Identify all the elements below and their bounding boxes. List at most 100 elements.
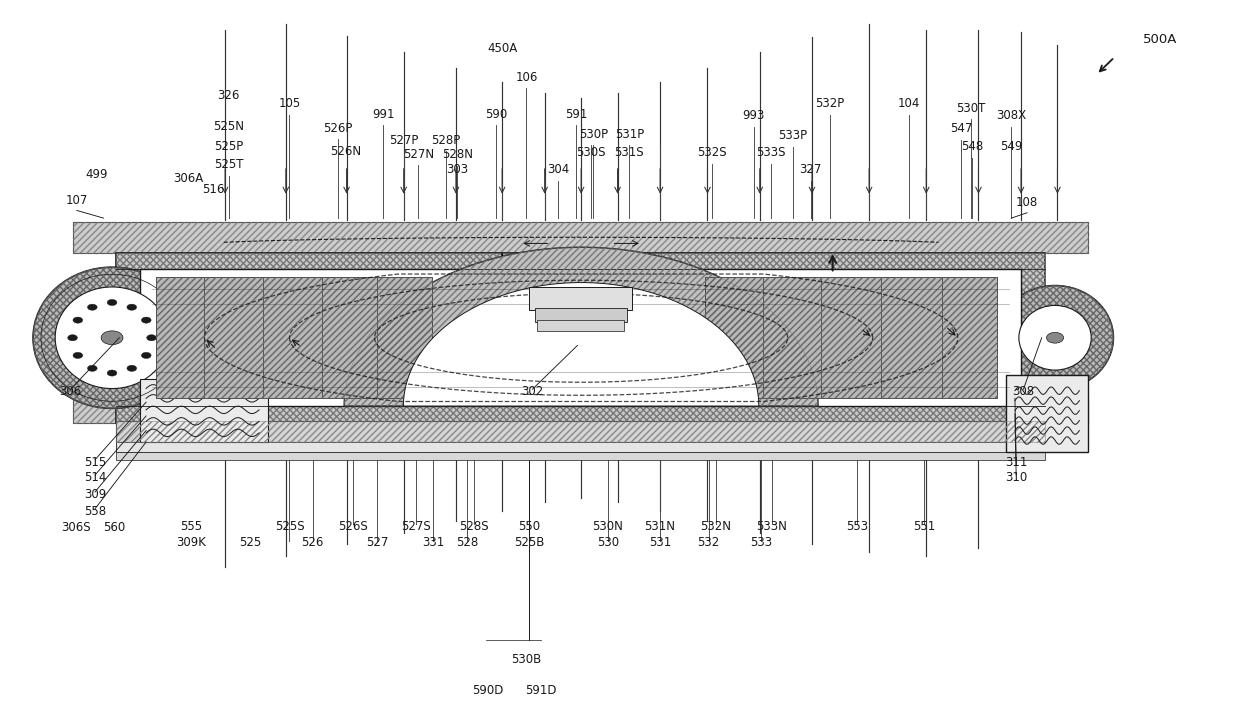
Circle shape xyxy=(88,304,97,310)
Polygon shape xyxy=(942,277,997,398)
Circle shape xyxy=(102,331,123,345)
Text: 526N: 526N xyxy=(330,145,361,158)
Circle shape xyxy=(88,365,97,372)
Polygon shape xyxy=(821,277,882,398)
Ellipse shape xyxy=(1019,305,1091,370)
Text: 549: 549 xyxy=(1001,140,1023,153)
Text: 310: 310 xyxy=(1006,471,1027,485)
Text: 526P: 526P xyxy=(324,122,352,135)
Text: 528P: 528P xyxy=(432,134,461,147)
Text: 106: 106 xyxy=(516,71,538,84)
Text: 532S: 532S xyxy=(698,146,727,159)
Polygon shape xyxy=(345,247,818,406)
Text: 548: 548 xyxy=(961,140,983,153)
Circle shape xyxy=(146,335,156,341)
Polygon shape xyxy=(140,379,268,442)
Text: 306A: 306A xyxy=(174,172,203,185)
Text: 515: 515 xyxy=(84,456,107,469)
Text: 327: 327 xyxy=(800,163,822,176)
Circle shape xyxy=(73,352,83,359)
Text: 526S: 526S xyxy=(337,520,367,533)
Polygon shape xyxy=(115,452,1045,459)
Polygon shape xyxy=(706,277,764,398)
Polygon shape xyxy=(156,277,205,398)
Ellipse shape xyxy=(55,287,169,389)
Polygon shape xyxy=(115,253,1045,423)
Text: 309: 309 xyxy=(84,488,107,501)
Text: 107: 107 xyxy=(66,194,88,207)
Polygon shape xyxy=(73,398,1087,423)
Text: 993: 993 xyxy=(743,109,765,122)
Text: 528N: 528N xyxy=(441,148,472,161)
Text: 553: 553 xyxy=(846,520,868,533)
Text: 527P: 527P xyxy=(389,134,418,147)
Polygon shape xyxy=(205,277,263,398)
Text: 533N: 533N xyxy=(756,520,787,533)
Text: 516: 516 xyxy=(202,183,224,196)
Text: 514: 514 xyxy=(84,471,107,485)
Circle shape xyxy=(107,300,117,305)
Text: 331: 331 xyxy=(422,536,444,549)
Text: 306: 306 xyxy=(60,385,82,398)
Circle shape xyxy=(126,365,136,372)
Text: 560: 560 xyxy=(103,521,125,534)
Text: 527S: 527S xyxy=(401,520,430,533)
Text: 531P: 531P xyxy=(615,127,645,140)
Text: 533S: 533S xyxy=(756,146,785,159)
Text: 499: 499 xyxy=(86,168,108,181)
Text: 304: 304 xyxy=(547,163,569,176)
Text: 306S: 306S xyxy=(61,521,91,534)
Text: 533: 533 xyxy=(750,536,773,549)
Polygon shape xyxy=(403,282,759,406)
Text: 308: 308 xyxy=(1012,385,1034,398)
Ellipse shape xyxy=(997,286,1114,390)
Text: 531S: 531S xyxy=(614,146,644,159)
Polygon shape xyxy=(140,269,1021,406)
Text: 450A: 450A xyxy=(487,42,517,55)
Text: 500A: 500A xyxy=(1142,32,1177,45)
Text: 530S: 530S xyxy=(577,146,605,159)
Text: 525S: 525S xyxy=(274,520,304,533)
Text: 590: 590 xyxy=(485,108,507,121)
Text: 311: 311 xyxy=(1004,456,1028,469)
Text: 309K: 309K xyxy=(176,536,206,549)
Text: 590D: 590D xyxy=(472,684,503,697)
Text: 528: 528 xyxy=(456,536,477,549)
Text: 526: 526 xyxy=(301,536,324,549)
Ellipse shape xyxy=(33,267,191,408)
Text: 991: 991 xyxy=(372,108,394,121)
Text: 547: 547 xyxy=(950,122,972,135)
Text: 532: 532 xyxy=(698,536,720,549)
Text: 525: 525 xyxy=(239,536,262,549)
Text: 591: 591 xyxy=(565,108,588,121)
Text: 550: 550 xyxy=(518,520,539,533)
Text: 532N: 532N xyxy=(701,520,732,533)
Text: 530: 530 xyxy=(596,536,619,549)
Polygon shape xyxy=(764,277,821,398)
Text: 530B: 530B xyxy=(511,653,542,666)
Text: 558: 558 xyxy=(84,505,107,518)
Text: 302: 302 xyxy=(521,385,543,398)
Circle shape xyxy=(141,352,151,359)
Polygon shape xyxy=(263,277,322,398)
Text: 530N: 530N xyxy=(593,520,624,533)
Text: 530P: 530P xyxy=(579,127,608,140)
Text: 525B: 525B xyxy=(513,536,544,549)
Text: 551: 551 xyxy=(913,520,935,533)
Polygon shape xyxy=(377,277,432,398)
Text: 528S: 528S xyxy=(459,520,489,533)
Polygon shape xyxy=(528,287,632,310)
Text: 527: 527 xyxy=(366,536,388,549)
Text: 531: 531 xyxy=(649,536,671,549)
Text: 525T: 525T xyxy=(215,158,243,171)
Circle shape xyxy=(1047,333,1064,343)
Polygon shape xyxy=(534,308,627,322)
Text: 532P: 532P xyxy=(816,97,844,110)
Polygon shape xyxy=(882,277,942,398)
Text: 105: 105 xyxy=(278,97,300,110)
Text: 104: 104 xyxy=(898,97,920,110)
Text: 303: 303 xyxy=(446,163,469,176)
Circle shape xyxy=(107,370,117,376)
Text: 108: 108 xyxy=(1016,196,1038,209)
Polygon shape xyxy=(537,320,624,331)
